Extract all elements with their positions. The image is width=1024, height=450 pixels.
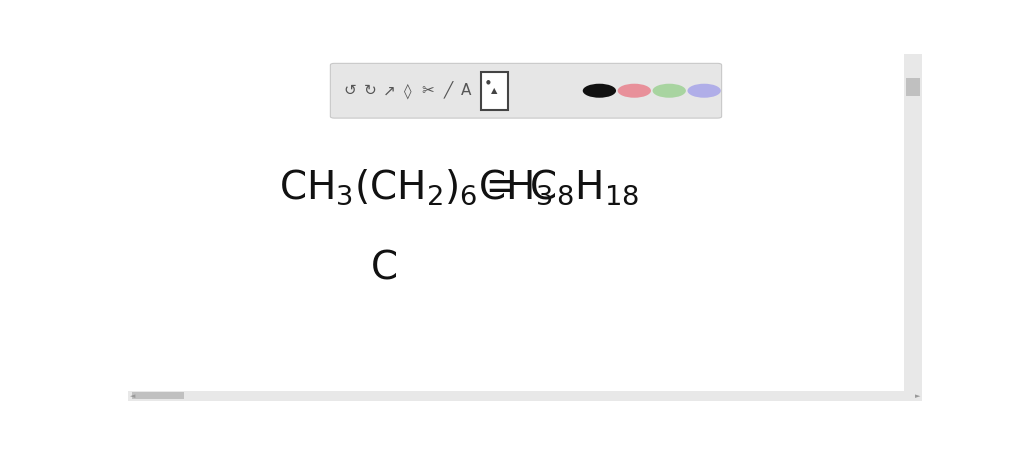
Ellipse shape [652,84,686,98]
Bar [132,392,183,399]
Text: ↗: ↗ [383,83,395,98]
Text: ↺: ↺ [344,83,356,98]
Bar [905,78,920,95]
Ellipse shape [617,84,651,98]
Ellipse shape [583,84,616,98]
Text: ►: ► [914,393,920,399]
Text: ◄: ◄ [130,393,135,399]
Text: ●: ● [486,80,490,85]
Text: ✂: ✂ [422,83,434,98]
Text: A: A [461,83,471,98]
Text: ▲: ▲ [492,86,498,95]
Bar [904,54,922,391]
Text: $\mathsf{CH_3(CH_2)_6CH_3}$: $\mathsf{CH_3(CH_2)_6CH_3}$ [279,167,552,207]
Text: $\mathsf{C}$: $\mathsf{C}$ [370,248,397,286]
Bar [128,391,922,401]
Text: =: = [486,166,512,208]
Text: $\mathsf{C_8H_{18}}$: $\mathsf{C_8H_{18}}$ [528,167,639,207]
Text: ╱: ╱ [443,82,453,99]
Text: ↻: ↻ [364,83,377,98]
FancyBboxPatch shape [331,63,722,118]
FancyBboxPatch shape [481,72,508,110]
Ellipse shape [687,84,721,98]
Text: ◊: ◊ [404,83,412,99]
